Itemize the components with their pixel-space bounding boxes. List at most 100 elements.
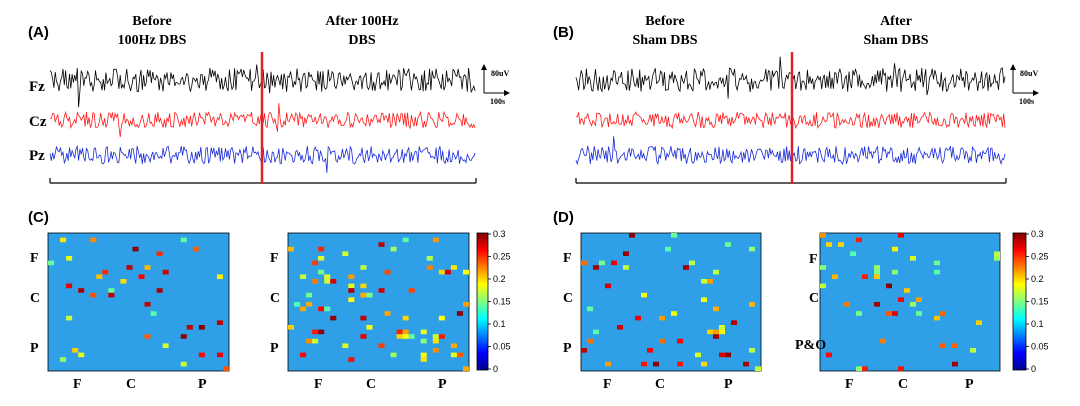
panel-d-before-cell — [593, 329, 599, 335]
panel-c-colorbar-ticks: 0.3 0.25 0.2 0.15 0.1 0.05 0 — [488, 229, 511, 374]
panel-c-after-cell — [312, 338, 319, 344]
panel-b-title-after-line1: After — [880, 14, 912, 29]
panel-d-colorbar-tick-label: 0.15 — [1031, 297, 1049, 307]
panel-d-before-cell — [659, 315, 665, 321]
panel-d-after-cell — [874, 269, 880, 275]
panel-c-after-cell — [384, 311, 391, 316]
panel-c-after-cell — [450, 343, 457, 348]
panel-c-before-cell — [144, 334, 151, 339]
panel-d-colorbar-tick-label: 0.3 — [1031, 229, 1044, 239]
panel-a-title-before-line1: Before — [132, 14, 171, 29]
panel-d-after-cell — [952, 361, 958, 367]
panel-d-after-cell — [994, 251, 1000, 256]
panel-d-before-cell — [593, 265, 599, 270]
panel-d-after-cell — [976, 320, 982, 325]
panel-d-after-cell — [934, 269, 940, 275]
panel-d-after-cell — [820, 233, 826, 238]
panel-c-after-cell — [396, 329, 403, 335]
panel-c-right-row-c: C — [270, 291, 280, 306]
panel-c-before-cell — [60, 237, 67, 243]
panel-d-before-cell — [707, 279, 713, 284]
panel-c-after-cell — [432, 237, 439, 243]
panel-c-after-cell — [348, 357, 355, 362]
panel-d-before-cell — [695, 352, 701, 358]
panel-d-right-col-p: P — [965, 377, 974, 392]
panel-d-after-cell — [850, 251, 856, 256]
panel-c-after-cell — [330, 315, 337, 321]
panel-a-channel-pz: Pz — [29, 148, 45, 164]
panel-c-after-cell — [318, 329, 325, 335]
panel-b-scale-bar: 80uV 100s — [1010, 64, 1039, 106]
panel-c-after-cell — [444, 269, 451, 275]
panel-b-scale-amplitude: 80uV — [1020, 69, 1038, 78]
panel-d-before-cell — [749, 302, 755, 307]
panel-c-left-row-f: F — [30, 251, 39, 266]
panel-c-after-cell — [324, 306, 331, 312]
panel-c-left-col-f: F — [73, 377, 82, 392]
panel-d-before-cell — [749, 246, 755, 252]
panel-c-colorbar — [476, 232, 489, 371]
panel-c-after-cell — [342, 251, 349, 256]
panel-d-after-cell — [898, 297, 904, 302]
panel-d-left-col-c: C — [655, 377, 665, 392]
panel-d-before-cell — [731, 320, 737, 325]
panel-c-after-cell — [306, 302, 313, 307]
panel-d-left-row-p: P — [563, 341, 572, 356]
panel-c-colorbar-tick-label: 0 — [493, 364, 498, 374]
panel-d-before-cell — [707, 329, 713, 335]
panel-d-before-cell — [701, 279, 707, 284]
panel-c-before-cell — [180, 361, 187, 367]
panel-a: (A) Before 100Hz DBS After 100Hz DBS Fz … — [28, 14, 510, 184]
panel-d-after-cell — [832, 274, 838, 279]
panel-c-before-cell — [180, 334, 187, 339]
panel-c-after-background — [287, 232, 470, 372]
panel-d-after-cell — [934, 315, 940, 321]
panel-d-left-col-p: P — [724, 377, 733, 392]
panel-d-after-cell — [910, 256, 916, 261]
panel-d-colorbar-tick-label: 0.2 — [1031, 274, 1044, 284]
panel-c-after-cell — [300, 274, 307, 279]
panel-c-after-cell — [402, 315, 409, 321]
panel-c-after-cell — [312, 279, 319, 284]
panel-d-before-cell — [683, 265, 689, 270]
panel-c-before-cell — [48, 260, 55, 266]
panel-c-left-row-p: P — [30, 341, 39, 356]
panel-d-after-cell — [826, 242, 832, 247]
panel-d-before-cell — [701, 297, 707, 302]
panel-d-colorbar — [1012, 232, 1027, 371]
panel-d-before-cell — [611, 260, 617, 266]
panel-d-label: (D) — [553, 209, 574, 226]
panel-c-right-row-f: F — [270, 251, 279, 266]
panel-c-before-cell — [102, 269, 109, 275]
panel-d-after-cell — [892, 269, 898, 275]
panel-c-after-cell — [426, 265, 433, 270]
panel-c-after-cell — [318, 269, 325, 275]
panel-c-left-col-c: C — [126, 377, 136, 392]
panel-c-right-col-p: P — [438, 377, 447, 392]
panel-c-before-cell — [108, 288, 115, 293]
panel-d-right-row-f: F — [809, 252, 818, 267]
panel-d-colorbar-tick-label: 0.1 — [1031, 319, 1044, 329]
panel-d-colorbar-tick-label: 0 — [1031, 364, 1036, 374]
panel-a-title-after-line1: After 100Hz — [325, 14, 398, 29]
panel-a-label: (A) — [28, 24, 49, 41]
panel-b-trace-fz — [575, 56, 1006, 99]
panel-d-before-cell — [659, 338, 665, 344]
panel-c-before-cell — [78, 288, 85, 293]
panel-b-title-before-line1: Before — [645, 14, 684, 29]
panel-c-after-cell — [450, 265, 457, 270]
panel-d-right-col-c: C — [898, 377, 908, 392]
panel-c-before-cell — [216, 320, 223, 325]
panel-c-left-col-p: P — [198, 377, 207, 392]
panel-c-after-cell — [288, 246, 295, 252]
panel-c-after-cell — [462, 269, 469, 275]
panel-d-before-cell — [623, 265, 629, 270]
panel-c-before-cell — [156, 251, 163, 256]
panel-c-after-cell — [438, 315, 445, 321]
panel-d-before-cell — [701, 361, 707, 367]
panel-d-colorbar-ticks: 0.3 0.25 0.2 0.15 0.1 0.05 0 — [1026, 229, 1049, 374]
panel-c-matrix-after — [287, 232, 470, 372]
panel-d-before-cell — [623, 251, 629, 256]
panel-d-before-cell — [719, 352, 725, 358]
